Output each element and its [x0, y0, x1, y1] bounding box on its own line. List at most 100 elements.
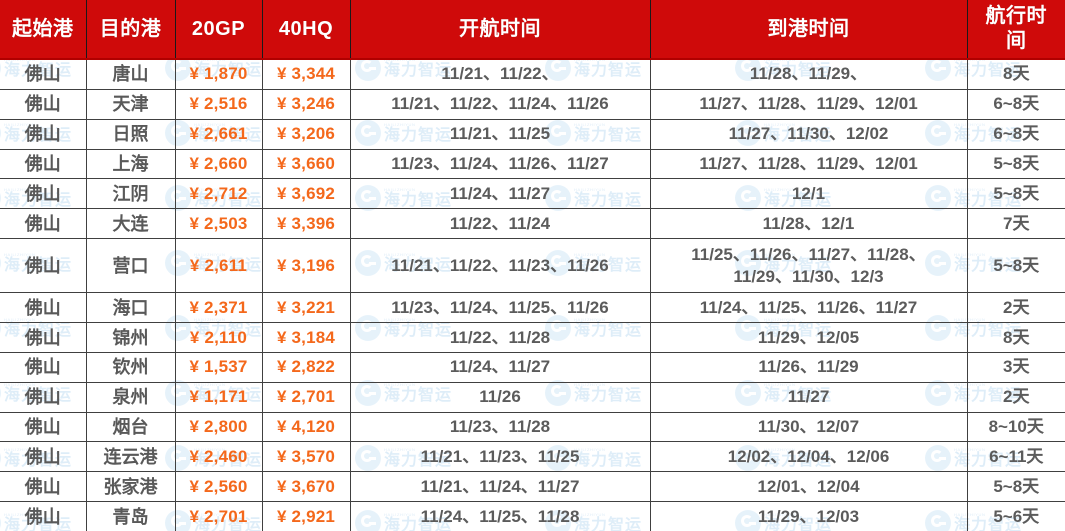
cell-destination: 烟台	[85, 412, 176, 443]
cell-price-20gp: ¥ 2,701	[174, 501, 263, 531]
cell-departure-time: 11/24、11/25、11/28	[349, 501, 651, 531]
cell-origin: 佛山	[0, 89, 87, 120]
cell-departure-time: 11/21、11/25	[349, 119, 651, 150]
cell-price-20gp: ¥ 2,371	[174, 292, 263, 324]
cell-arrival-time: 11/27	[649, 382, 968, 413]
table-row: 佛山 连云港 ¥ 2,460 ¥ 3,570 11/21、11/23、11/25 12/0…	[0, 441, 1065, 473]
cell-origin: 佛山	[0, 178, 87, 210]
cell-departure-time: 11/24、11/27	[349, 352, 651, 383]
cell-price-20gp: ¥ 2,516	[174, 89, 263, 120]
cell-price-20gp: ¥ 2,660	[174, 149, 263, 180]
cell-price-40hq: ¥ 3,570	[261, 441, 351, 473]
cell-price-40hq: ¥ 3,396	[261, 208, 351, 240]
cell-price-40hq: ¥ 3,196	[261, 238, 351, 294]
cell-arrival-time: 11/26、11/29	[649, 352, 968, 383]
column-header-transit-time: 航行时间	[967, 0, 1065, 60]
cell-origin: 佛山	[0, 208, 87, 240]
cell-price-20gp: ¥ 2,460	[174, 441, 263, 473]
cell-destination: 营口	[85, 238, 176, 294]
cell-origin: 佛山	[0, 412, 87, 443]
cell-price-40hq: ¥ 3,660	[261, 149, 351, 180]
cell-destination: 张家港	[85, 471, 176, 503]
cell-destination: 连云港	[85, 441, 176, 473]
cell-origin: 佛山	[0, 352, 87, 383]
cell-destination: 日照	[85, 119, 176, 150]
cell-transit-time: 8天	[966, 59, 1065, 90]
cell-departure-time: 11/22、11/28	[349, 322, 651, 353]
cell-origin: 佛山	[0, 471, 87, 503]
cell-transit-time: 5~8天	[966, 178, 1065, 210]
table-header: 起始港 目的港 20GP 40HQ 开航时间 到港时间 航行时间	[0, 0, 1065, 60]
cell-destination: 泉州	[85, 382, 176, 413]
cell-price-20gp: ¥ 1,171	[174, 382, 263, 413]
table-row: 佛山 唐山 ¥ 1,870 ¥ 3,344 11/21、11/22、 11/28、11/2…	[0, 59, 1065, 90]
cell-transit-time: 6~11天	[966, 441, 1065, 473]
cell-destination: 唐山	[85, 59, 176, 90]
cell-origin: 佛山	[0, 501, 87, 531]
cell-transit-time: 8~10天	[966, 412, 1065, 443]
cell-price-20gp: ¥ 2,110	[174, 322, 263, 353]
cell-price-40hq: ¥ 3,221	[261, 292, 351, 324]
cell-arrival-time: 11/27、11/28、11/29、12/01	[649, 149, 968, 180]
cell-transit-time: 8天	[966, 322, 1065, 353]
cell-price-20gp: ¥ 1,870	[174, 59, 263, 90]
cell-price-20gp: ¥ 1,537	[174, 352, 263, 383]
column-header-departure-time: 开航时间	[350, 0, 651, 60]
cell-destination: 钦州	[85, 352, 176, 383]
cell-price-40hq: ¥ 2,822	[261, 352, 351, 383]
cell-arrival-time: 11/29、12/05	[649, 322, 968, 353]
cell-transit-time: 5~6天	[966, 501, 1065, 531]
column-header-20gp: 20GP	[175, 0, 263, 60]
cell-arrival-time: 11/25、11/26、11/27、11/28、 11/29、11/30、12/3	[649, 238, 968, 294]
cell-departure-time: 11/21、11/22、	[349, 59, 651, 90]
cell-price-40hq: ¥ 3,184	[261, 322, 351, 353]
cell-arrival-time: 11/29、12/03	[649, 501, 968, 531]
cell-departure-time: 11/21、11/23、11/25	[349, 441, 651, 473]
column-header-40hq: 40HQ	[262, 0, 351, 60]
cell-arrival-time: 12/1	[649, 178, 968, 210]
cell-price-40hq: ¥ 3,246	[261, 89, 351, 120]
cell-destination: 天津	[85, 89, 176, 120]
cell-origin: 佛山	[0, 441, 87, 473]
cell-price-40hq: ¥ 2,701	[261, 382, 351, 413]
table-row: 佛山 张家港 ¥ 2,560 ¥ 3,670 11/21、11/24、11/27 12/0…	[0, 471, 1065, 503]
cell-price-40hq: ¥ 3,692	[261, 178, 351, 210]
cell-destination: 锦州	[85, 322, 176, 353]
table-row: 佛山 泉州 ¥ 1,171 ¥ 2,701 11/26 11/27 2天	[0, 382, 1065, 413]
cell-transit-time: 7天	[966, 208, 1065, 240]
cell-destination: 大连	[85, 208, 176, 240]
cell-transit-time: 2天	[966, 382, 1065, 413]
cell-departure-time: 11/21、11/22、11/23、11/26	[349, 238, 651, 294]
cell-transit-time: 5~8天	[966, 471, 1065, 503]
cell-transit-time: 6~8天	[966, 119, 1065, 150]
cell-transit-time: 6~8天	[966, 89, 1065, 120]
cell-price-20gp: ¥ 2,611	[174, 238, 263, 294]
cell-origin: 佛山	[0, 382, 87, 413]
cell-price-20gp: ¥ 2,503	[174, 208, 263, 240]
cell-destination: 青岛	[85, 501, 176, 531]
cell-price-20gp: ¥ 2,800	[174, 412, 263, 443]
cell-departure-time: 11/23、11/24、11/26、11/27	[349, 149, 651, 180]
cell-departure-time: 11/22、11/24	[349, 208, 651, 240]
cell-price-20gp: ¥ 2,712	[174, 178, 263, 210]
table-row: 佛山 上海 ¥ 2,660 ¥ 3,660 11/23、11/24、11/26、11/2…	[0, 149, 1065, 180]
cell-origin: 佛山	[0, 119, 87, 150]
cell-origin: 佛山	[0, 149, 87, 180]
cell-origin: 佛山	[0, 322, 87, 353]
cell-departure-time: 11/26	[349, 382, 651, 413]
cell-arrival-time: 11/30、12/07	[649, 412, 968, 443]
cell-arrival-time: 11/27、11/30、12/02	[649, 119, 968, 150]
cell-departure-time: 11/21、11/24、11/27	[349, 471, 651, 503]
column-header-arrival-time: 到港时间	[650, 0, 968, 60]
cell-price-40hq: ¥ 2,921	[261, 501, 351, 531]
cell-origin: 佛山	[0, 292, 87, 324]
cell-price-40hq: ¥ 3,670	[261, 471, 351, 503]
cell-transit-time: 5~8天	[966, 149, 1065, 180]
cell-destination: 江阴	[85, 178, 176, 210]
cell-arrival-time: 11/24、11/25、11/26、11/27	[649, 292, 968, 324]
table-row: 佛山 营口 ¥ 2,611 ¥ 3,196 11/21、11/22、11/23、11/2…	[0, 238, 1065, 294]
cell-price-40hq: ¥ 3,344	[261, 59, 351, 90]
cell-price-40hq: ¥ 4,120	[261, 412, 351, 443]
table-row: 佛山 日照 ¥ 2,661 ¥ 3,206 11/21、11/25 11/27、11/30…	[0, 119, 1065, 150]
cell-destination: 海口	[85, 292, 176, 324]
